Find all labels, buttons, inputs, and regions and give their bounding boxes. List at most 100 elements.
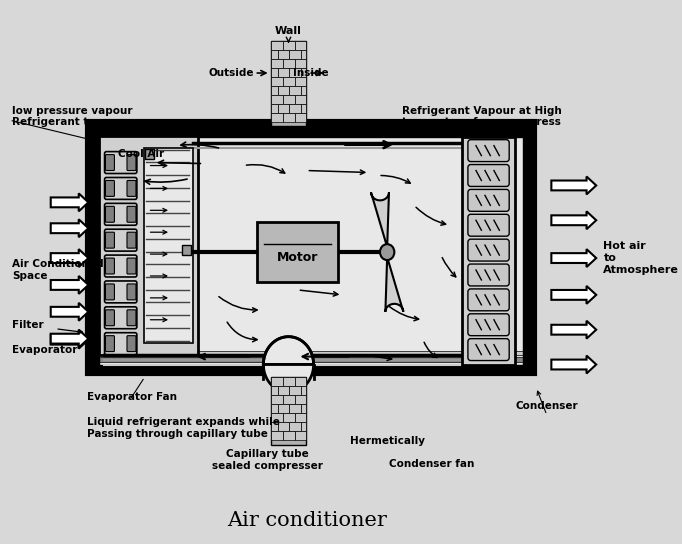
Polygon shape xyxy=(551,286,596,304)
FancyBboxPatch shape xyxy=(468,239,509,261)
FancyBboxPatch shape xyxy=(468,164,509,187)
FancyBboxPatch shape xyxy=(106,232,115,248)
Bar xyxy=(551,360,587,369)
Polygon shape xyxy=(263,364,314,392)
Bar xyxy=(551,215,587,225)
Bar xyxy=(295,395,306,404)
Bar xyxy=(145,149,154,159)
Bar xyxy=(87,121,535,137)
Bar xyxy=(551,253,587,263)
FancyBboxPatch shape xyxy=(127,336,136,351)
Polygon shape xyxy=(263,337,314,364)
FancyBboxPatch shape xyxy=(127,258,136,274)
FancyBboxPatch shape xyxy=(104,177,137,199)
FancyBboxPatch shape xyxy=(106,258,115,274)
FancyBboxPatch shape xyxy=(104,281,137,303)
Bar xyxy=(289,422,301,431)
Bar xyxy=(289,404,301,413)
Bar xyxy=(271,59,283,68)
Bar xyxy=(87,356,535,362)
Polygon shape xyxy=(50,194,89,211)
Bar xyxy=(295,95,306,104)
Bar xyxy=(289,50,301,59)
Bar xyxy=(87,121,535,374)
Polygon shape xyxy=(50,249,89,267)
Bar xyxy=(301,422,306,431)
FancyBboxPatch shape xyxy=(104,203,137,225)
Bar xyxy=(283,95,295,104)
Bar xyxy=(271,395,283,404)
FancyBboxPatch shape xyxy=(127,310,136,326)
Bar xyxy=(283,378,295,386)
FancyBboxPatch shape xyxy=(127,206,136,222)
FancyBboxPatch shape xyxy=(468,289,509,311)
Text: Air Conditioned
Space: Air Conditioned Space xyxy=(12,259,104,281)
FancyBboxPatch shape xyxy=(104,307,137,329)
Polygon shape xyxy=(551,321,596,339)
Bar xyxy=(271,41,306,126)
Bar xyxy=(87,121,99,374)
Bar xyxy=(87,364,535,374)
Bar xyxy=(50,223,78,233)
Bar xyxy=(271,378,283,386)
Text: Hermetically: Hermetically xyxy=(350,436,425,446)
Bar xyxy=(551,181,587,190)
Bar xyxy=(289,386,301,395)
Polygon shape xyxy=(551,356,596,374)
FancyBboxPatch shape xyxy=(468,264,509,286)
Bar xyxy=(278,404,289,413)
FancyBboxPatch shape xyxy=(104,152,137,174)
Bar xyxy=(283,413,295,422)
Bar xyxy=(295,431,306,440)
FancyBboxPatch shape xyxy=(468,189,509,211)
Bar xyxy=(289,68,301,77)
Bar xyxy=(278,386,289,395)
Bar xyxy=(271,104,278,113)
Bar xyxy=(50,335,78,344)
FancyBboxPatch shape xyxy=(106,336,115,351)
Bar xyxy=(99,135,198,355)
Bar xyxy=(283,395,295,404)
Bar xyxy=(289,104,301,113)
Bar xyxy=(301,68,306,77)
Bar xyxy=(278,68,289,77)
Bar xyxy=(295,77,306,86)
Bar xyxy=(50,280,78,290)
Bar xyxy=(301,86,306,95)
Bar xyxy=(301,104,306,113)
FancyBboxPatch shape xyxy=(468,339,509,361)
FancyBboxPatch shape xyxy=(106,181,115,196)
Bar xyxy=(295,378,306,386)
Bar xyxy=(301,50,306,59)
Polygon shape xyxy=(551,176,596,194)
FancyBboxPatch shape xyxy=(468,140,509,162)
Bar xyxy=(271,378,306,445)
Bar xyxy=(144,147,194,343)
FancyBboxPatch shape xyxy=(106,310,115,326)
Text: Hot air
to
Atmosphere: Hot air to Atmosphere xyxy=(604,242,679,275)
Text: Cool Air: Cool Air xyxy=(118,149,164,159)
FancyBboxPatch shape xyxy=(104,229,137,251)
Bar xyxy=(295,113,306,122)
Bar xyxy=(271,431,283,440)
Bar xyxy=(283,113,295,122)
Polygon shape xyxy=(50,330,89,348)
Text: Motor: Motor xyxy=(277,251,318,264)
Bar xyxy=(551,325,587,335)
Polygon shape xyxy=(551,211,596,229)
Text: Refrigerant Vapour at High
tempreture from compress: Refrigerant Vapour at High tempreture fr… xyxy=(402,106,561,127)
Bar xyxy=(181,245,191,255)
Text: Filter: Filter xyxy=(12,320,44,330)
FancyBboxPatch shape xyxy=(127,232,136,248)
Bar xyxy=(50,253,78,263)
Bar xyxy=(551,290,587,300)
Text: Inside: Inside xyxy=(293,68,329,78)
FancyBboxPatch shape xyxy=(106,284,115,300)
Polygon shape xyxy=(50,219,89,237)
Bar xyxy=(462,137,516,364)
Bar xyxy=(271,50,278,59)
Bar xyxy=(257,222,338,282)
Bar xyxy=(271,41,283,50)
Bar xyxy=(295,59,306,68)
Polygon shape xyxy=(50,276,89,294)
